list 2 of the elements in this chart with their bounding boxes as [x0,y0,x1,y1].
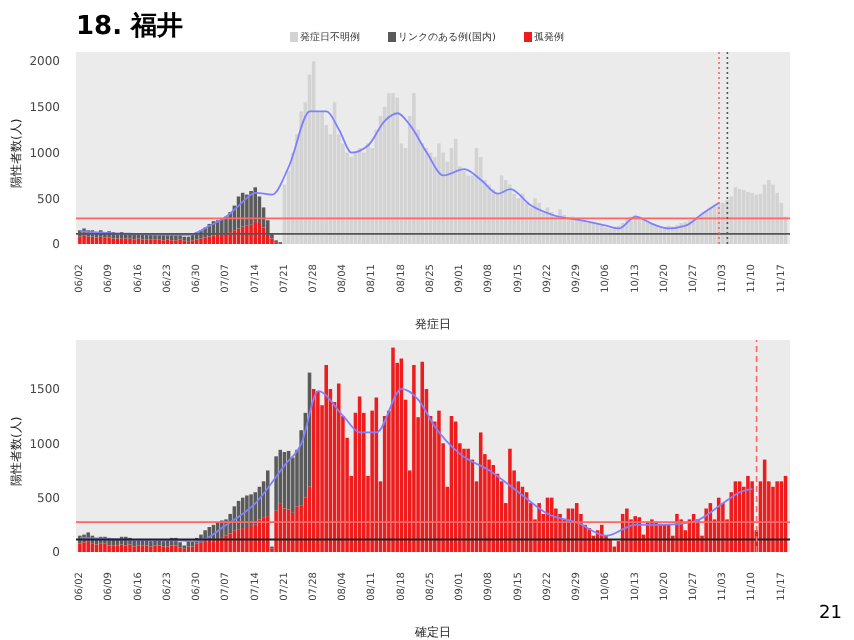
chart-title: 18. 福井 [76,10,184,44]
text: 21 [819,604,842,624]
